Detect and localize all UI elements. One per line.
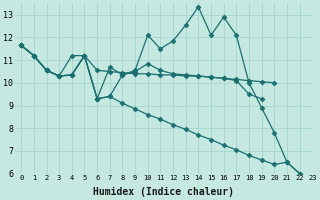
X-axis label: Humidex (Indice chaleur): Humidex (Indice chaleur)	[93, 186, 234, 197]
